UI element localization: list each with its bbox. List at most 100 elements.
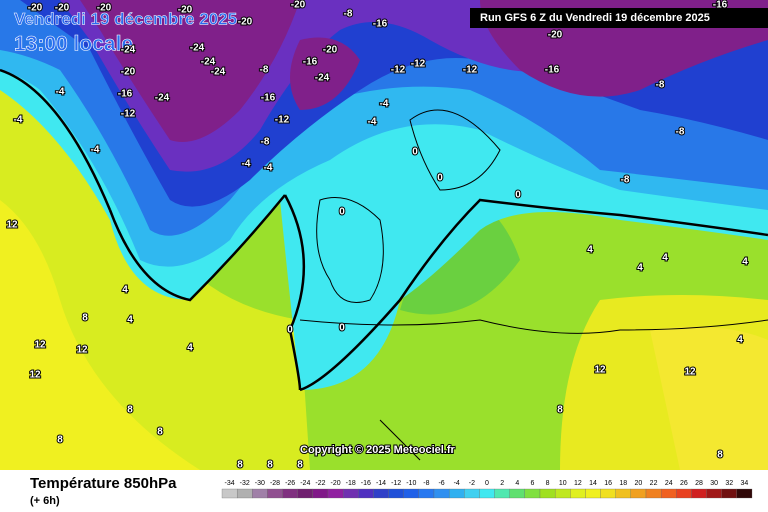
run-box: [470, 8, 768, 28]
contour-label: -4: [242, 159, 251, 170]
contour-label: 12: [594, 365, 606, 376]
scale-label: 6: [530, 480, 534, 487]
contour-label: -24: [201, 57, 216, 68]
contour-label: 8: [237, 460, 243, 471]
scale-label: 16: [604, 480, 612, 487]
copyright: Copyright © 2025 Meteociel.fr: [300, 444, 456, 456]
contour-label: -20: [97, 3, 112, 14]
contour-label: -16: [118, 89, 133, 100]
contour-label: 4: [662, 253, 668, 264]
scale-label: 34: [741, 480, 749, 487]
color-scale: -34 -32 -30 -28 -26 -24 -22 -20 -18 -16 -14 -12 -10-…: [221, 480, 753, 499]
scale-swatch: [267, 488, 283, 499]
legend-lead: (+ 6h): [30, 495, 60, 507]
scale-swatch: [645, 488, 662, 499]
contour-label: -20: [121, 67, 136, 78]
scale-label: -6: [438, 480, 444, 487]
contour-label: -24: [190, 43, 205, 54]
contour-label: 8: [157, 427, 163, 438]
contour-label: 0: [515, 190, 521, 201]
scale-swatch: [373, 488, 389, 499]
contour-label: 0: [287, 325, 293, 336]
contour-label: -4: [264, 163, 273, 174]
scale-label: 32: [725, 480, 733, 487]
scale-swatch: [585, 488, 601, 499]
scale-label: -2: [469, 480, 475, 487]
scale-swatch: [630, 488, 647, 499]
contour-label: 4: [737, 335, 743, 346]
scale-label: -12: [391, 480, 401, 487]
contour-label: 8: [57, 435, 63, 446]
scale-swatch: [236, 488, 253, 499]
contour-label: 4: [637, 263, 643, 274]
scale-label: 28: [695, 480, 703, 487]
scale-swatch: [252, 488, 268, 499]
contour-label: -8: [676, 127, 685, 138]
scale-label: -8: [423, 480, 429, 487]
scale-swatch: [464, 488, 480, 499]
contour-labels: -20 -20 -20 -20-20-20-24 -24-24-24-24-20-16-…: [5, 0, 749, 472]
scale-swatch: [448, 488, 465, 499]
contour-label: -16: [261, 93, 276, 104]
scale-label: 22: [650, 480, 658, 487]
scale-swatch: [418, 488, 435, 499]
scale-label: -10: [406, 480, 416, 487]
scale-swatch: [433, 488, 450, 499]
contour-label: 0: [437, 173, 443, 184]
scale-swatch: [494, 488, 510, 499]
contour-label: 8: [127, 405, 133, 416]
scale-label: -14: [376, 480, 386, 487]
contour-label: 8: [82, 313, 88, 324]
map-date: Vendredi 19 décembre 2025: [14, 9, 237, 28]
scale-swatch: [660, 488, 677, 499]
contour-label: -20: [55, 3, 70, 14]
scale-label: -16: [361, 480, 371, 487]
contour-label: -20: [28, 3, 43, 14]
contour-label: -16: [373, 19, 388, 30]
scale-swatch: [297, 488, 314, 499]
contour-label: -12: [391, 65, 406, 76]
scale-swatch: [539, 488, 556, 499]
scale-label: 2: [500, 480, 504, 487]
contour-label: 8: [267, 460, 273, 471]
contour-label: -24: [155, 93, 170, 104]
contour-label: -24: [211, 67, 226, 78]
scale-swatch: [736, 488, 753, 499]
legend-title: Température 850hPa: [30, 475, 177, 492]
contour-label: -12: [275, 115, 290, 126]
contour-label: -16: [303, 57, 318, 68]
scale-swatch: [676, 488, 692, 499]
scale-swatch: [358, 488, 374, 499]
contour-label: -16: [545, 65, 560, 76]
contour-label: -8: [261, 137, 270, 148]
scale-swatch: [554, 488, 571, 499]
scale-swatch: [403, 488, 420, 499]
contour-label: -8: [260, 65, 269, 76]
scale-swatch: [570, 488, 586, 499]
scale-swatch: [691, 488, 707, 499]
scale-swatch: [600, 488, 616, 499]
contour-label: -8: [621, 175, 630, 186]
contour-label: -8: [656, 80, 665, 91]
contour-label: 12: [6, 220, 18, 231]
scale-label: -30: [255, 480, 265, 487]
scale-label: -20: [331, 480, 341, 487]
contour-label: -4: [380, 99, 389, 110]
contour-label: 4: [127, 315, 133, 326]
scale-label: 20: [635, 480, 643, 487]
contour-label: -12: [463, 65, 478, 76]
contour-label: -20: [291, 0, 306, 11]
contour-label: -16: [713, 0, 728, 11]
scale-label: 8: [546, 480, 550, 487]
contour-label: -20: [548, 30, 563, 41]
contour-label: -20: [238, 17, 253, 28]
contour-label: 0: [412, 147, 418, 158]
contour-label: -4: [56, 87, 65, 98]
contour-label: 12: [684, 367, 696, 378]
contour-label: -4: [91, 145, 100, 156]
contour-label: 0: [339, 207, 345, 218]
contour-label: -24: [121, 45, 136, 56]
scale-label: -32: [240, 480, 250, 487]
scale-label: -28: [270, 480, 280, 487]
